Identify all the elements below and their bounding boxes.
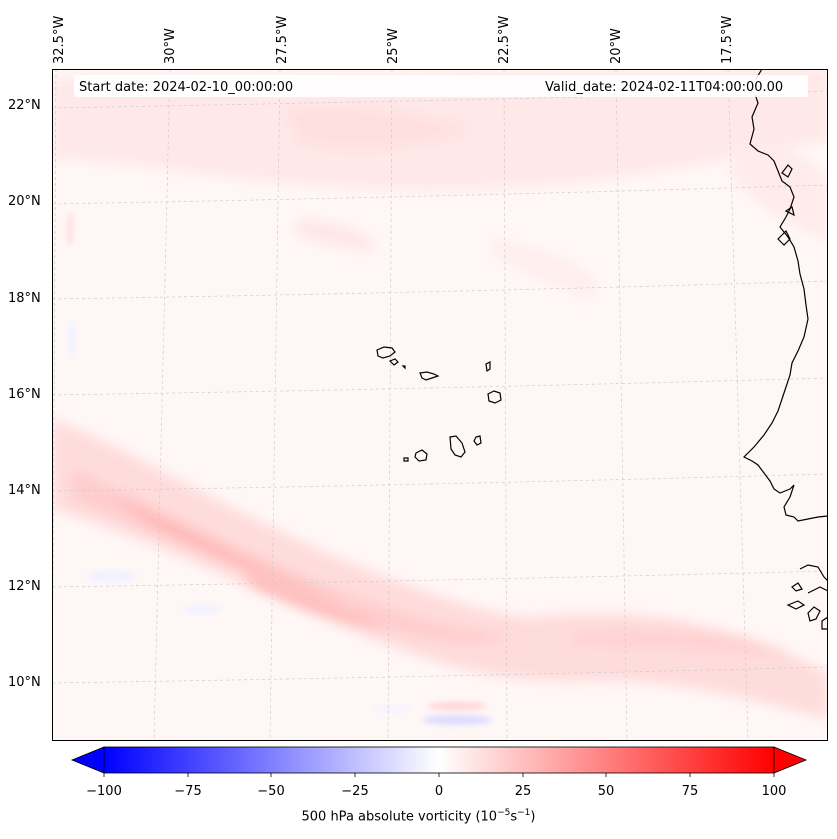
colorbar: [70, 746, 808, 777]
lon-label-22.5w: 22.5°W: [497, 15, 512, 64]
colorbar-max-extend: [773, 746, 808, 774]
colorbar-tick: 0: [434, 784, 444, 799]
lon-label-27.5w: 27.5°W: [275, 15, 290, 64]
colorbar-tick: 75: [681, 784, 699, 799]
island-sao-vicente: [388, 358, 399, 366]
colorbar-min-extend: [70, 746, 105, 774]
african-coastline: [742, 69, 828, 630]
lon-label-32.5w: 32.5°W: [52, 15, 67, 64]
island-santo-antao: [376, 346, 396, 359]
colorbar-tick: 25: [514, 784, 532, 799]
negative-vorticity-patches: [67, 211, 492, 725]
colorbar-tick: −75: [174, 784, 202, 799]
map-frame: [52, 69, 828, 741]
lat-label-22n: 22°N: [8, 98, 41, 113]
colorbar-tick: 100: [761, 784, 787, 799]
island-santiago: [449, 435, 466, 458]
island-maio: [473, 435, 482, 446]
vorticity-map: [52, 69, 828, 741]
cabo-verde-islands: [376, 346, 502, 462]
lat-label-16n: 16°N: [8, 387, 41, 402]
island-sao-nicolau: [419, 371, 440, 381]
lat-label-12n: 12°N: [8, 579, 41, 594]
island-boa-vista: [487, 390, 502, 404]
island-sal: [485, 361, 491, 373]
island-fogo: [414, 449, 428, 462]
colorbar-tick: −100: [86, 784, 122, 799]
island-brava: [403, 457, 409, 462]
colorbar-tick: −50: [257, 784, 285, 799]
island-santa-luzia: [401, 365, 406, 370]
lon-label-30w: 30°W: [163, 28, 178, 64]
valid-date-label: Valid_date: 2024-02-11T04:00:00.00: [541, 80, 788, 95]
lat-label-14n: 14°N: [8, 483, 41, 498]
lat-label-10n: 10°N: [8, 675, 41, 690]
lon-label-25w: 25°W: [386, 28, 401, 64]
lon-label-17.5w: 17.5°W: [720, 15, 735, 64]
colorbar-tick: −25: [341, 784, 369, 799]
colorbar-tick: 50: [597, 784, 615, 799]
lon-label-20w: 20°W: [609, 28, 624, 64]
lat-label-18n: 18°N: [8, 291, 41, 306]
colorbar-gradient: [103, 746, 775, 774]
lat-label-20n: 20°N: [8, 194, 41, 209]
colorbar-label: 500 hPa absolute vorticity (10−5s−1): [301, 808, 536, 825]
graticule: [52, 69, 828, 741]
northern-vorticity-band: [52, 69, 828, 299]
main-vorticity-band: [52, 419, 828, 719]
start-date-label: Start date: 2024-02-10_00:00:00: [75, 80, 298, 95]
